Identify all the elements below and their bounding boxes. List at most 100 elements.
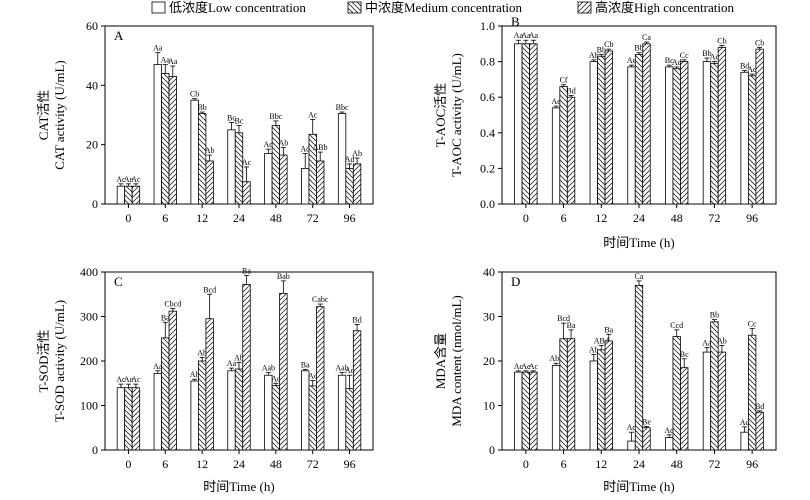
bar-high: [717, 351, 727, 451]
bar-medium: [597, 55, 606, 205]
panel-letter: D: [511, 274, 520, 289]
bar-medium: [521, 371, 531, 451]
significance-label: Bbc: [336, 103, 349, 112]
significance-label: Aa: [521, 31, 531, 40]
bar-low: [190, 380, 199, 451]
bar-high: [279, 154, 288, 205]
x-axis-title: 时间Time (h): [203, 479, 274, 494]
x-tick-label: 48: [671, 457, 683, 471]
bar-high: [205, 318, 214, 451]
significance-label: Aa: [514, 31, 524, 40]
significance-label: Ad: [263, 140, 273, 149]
bar-medium: [672, 68, 681, 205]
y-tick-label: 10: [483, 399, 495, 413]
bar-low: [514, 371, 523, 451]
significance-label: Cc: [680, 51, 689, 60]
y-tick-label: 60: [86, 19, 98, 33]
bar-high: [755, 48, 764, 205]
bar-medium: [521, 43, 531, 205]
bar-medium: [124, 185, 133, 205]
bar-high: [604, 340, 613, 451]
panel-b: B 0.0 0.2 0.4 0.6 0.8 1.0 T-AOC活性 T-AOC activity…: [433, 14, 777, 250]
y-tick-label: 40: [483, 265, 495, 279]
significance-label: Ca: [635, 272, 644, 281]
y-tick-label: 200: [80, 354, 98, 368]
significance-label: Bd: [740, 62, 749, 71]
y-axis-title-en: T-AOC activity (U/mL): [449, 53, 464, 177]
significance-label: Ad: [345, 155, 355, 164]
panel-letter: C: [114, 274, 123, 289]
x-tick-label: 48: [270, 457, 282, 471]
x-tick-label: 12: [595, 211, 607, 225]
significance-label: Cb: [604, 40, 613, 49]
significance-label: Ab: [589, 345, 599, 354]
bar-medium: [234, 132, 244, 205]
significance-label: Ccd: [670, 321, 683, 330]
x-axis-title: 时间Time (h): [603, 479, 674, 494]
significance-label: Cabc: [312, 295, 329, 304]
x-tick-label: 6: [561, 457, 567, 471]
significance-label: Aa: [529, 31, 539, 40]
legend-label-low: 低浓度Low concentration: [169, 0, 306, 15]
bar-low: [514, 43, 523, 205]
significance-label: Cb: [717, 37, 726, 46]
bar-low: [665, 437, 674, 451]
significance-label: Ab: [234, 353, 244, 362]
x-tick-label: 6: [162, 457, 168, 471]
significance-label: Bd: [755, 402, 764, 411]
bar-high: [131, 387, 141, 451]
significance-label: Ad: [747, 65, 757, 74]
y-tick-label: 30: [483, 310, 495, 324]
bar-medium: [271, 124, 281, 205]
significance-label: Ba: [604, 325, 613, 334]
significance-label: Ac: [116, 375, 126, 384]
bar-high: [566, 338, 576, 451]
y-tick-label: 20: [86, 138, 98, 152]
legend-label-high: 高浓度High concentration: [595, 0, 734, 15]
x-tick-label: 72: [708, 211, 720, 225]
x-tick-label: 24: [233, 211, 245, 225]
significance-label: Bc: [227, 113, 236, 122]
bar-low: [337, 374, 347, 451]
bar-high: [316, 160, 325, 205]
significance-label: Be: [642, 417, 651, 426]
significance-label: Ad: [740, 418, 750, 427]
significance-label: Ab: [205, 146, 215, 155]
significance-label: Bc: [665, 56, 674, 65]
bar-high: [168, 310, 177, 451]
significance-label: Ad: [300, 145, 310, 154]
y-axis-title: T-SOD活性: [36, 329, 51, 392]
bar-low: [589, 61, 598, 205]
x-axis-title: 时间Time (h): [603, 235, 674, 250]
significance-label: Ac: [271, 374, 281, 383]
significance-label: Ba: [161, 313, 170, 322]
significance-label: Ab: [352, 149, 362, 158]
bar-low: [551, 107, 561, 205]
bar-low: [589, 360, 598, 451]
bar-high: [717, 46, 727, 205]
y-tick-label: 40: [86, 78, 98, 92]
significance-label: Ac: [131, 375, 141, 384]
legend-swatch-medium: [347, 1, 362, 14]
bar-medium: [710, 62, 719, 205]
bar-high: [168, 76, 177, 205]
panel-letter: A: [114, 28, 124, 43]
bar-low: [551, 365, 561, 451]
significance-label: Abc: [549, 354, 563, 363]
significance-label: Bcd: [203, 285, 216, 294]
significance-label: Ab: [717, 336, 727, 345]
bar-high: [316, 306, 325, 451]
bar-low: [740, 71, 749, 205]
significance-label: Ba: [567, 321, 576, 330]
panel-letter: B: [511, 14, 520, 29]
bar-low: [116, 185, 126, 205]
bar-low: [665, 66, 674, 205]
significance-label: Ac: [131, 175, 141, 184]
significance-label: Cc: [748, 320, 757, 329]
significance-label: Ac: [242, 158, 252, 167]
bar-high: [642, 43, 651, 205]
y-tick-label: 0.6: [480, 90, 495, 104]
